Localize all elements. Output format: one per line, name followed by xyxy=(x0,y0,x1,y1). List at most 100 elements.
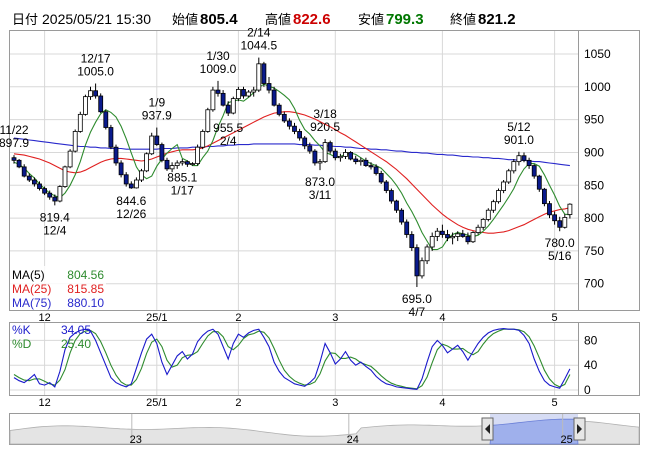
candle-body-up xyxy=(455,233,461,237)
d-legend-value: 25.40 xyxy=(61,337,91,351)
candle-body-up xyxy=(485,209,491,220)
candle-body-down xyxy=(445,234,450,239)
candle-body-up xyxy=(83,96,88,115)
x-tick-label: 4 xyxy=(439,312,445,324)
candle-body-down xyxy=(42,188,47,194)
stoch-tick-label: 40 xyxy=(584,358,598,372)
candle xyxy=(480,218,486,230)
ma75-legend-label: MA(75) xyxy=(12,296,51,310)
candle-body-down xyxy=(368,165,374,168)
right-arrow-icon xyxy=(577,424,582,434)
candle xyxy=(113,144,119,166)
candle xyxy=(399,208,405,225)
candle xyxy=(414,244,420,288)
candle-body-down xyxy=(37,183,42,189)
candle-body-down xyxy=(220,92,226,106)
date-label: 日付 xyxy=(12,12,38,27)
candle-body-down xyxy=(26,175,32,181)
annotation-line: 12/17 xyxy=(81,52,111,66)
candle-body-down xyxy=(276,104,282,115)
annotation-line: 695.0 xyxy=(402,292,432,306)
candle-body-up xyxy=(567,203,573,215)
annotation-line: 885.1 xyxy=(167,171,197,185)
x-tick-label: 3 xyxy=(332,397,338,409)
navigator-right-handle[interactable] xyxy=(573,417,586,441)
candle xyxy=(404,219,410,238)
price-x-axis: 12 25/1 2 3 4 5 xyxy=(38,312,557,324)
range-navigator[interactable]: 23 24 25 xyxy=(9,414,640,446)
candle xyxy=(98,93,104,114)
candle-body-down xyxy=(531,165,537,177)
candle-body-up xyxy=(358,159,364,163)
candle xyxy=(516,151,522,166)
candle xyxy=(475,224,481,235)
annotation-line: 1/9 xyxy=(148,96,165,110)
candlesticks xyxy=(11,57,573,288)
candle-body-down xyxy=(225,104,231,114)
candle xyxy=(312,149,318,166)
candle xyxy=(567,203,573,219)
candle xyxy=(139,168,144,182)
candle-body-down xyxy=(32,179,37,185)
candle xyxy=(470,231,476,244)
candle xyxy=(62,165,68,188)
navigator-left-handle[interactable] xyxy=(481,417,494,441)
candle xyxy=(205,107,211,133)
candle xyxy=(32,177,37,187)
close-value: 821.2 xyxy=(478,11,516,28)
candle xyxy=(552,211,557,225)
candle xyxy=(26,173,32,182)
candle xyxy=(128,181,134,189)
candle xyxy=(424,244,430,265)
price-annotation: 780.05/16 xyxy=(545,236,575,263)
candle-body-up xyxy=(72,131,78,152)
open-label: 始値 xyxy=(172,12,198,27)
candle-body-down xyxy=(526,159,532,166)
candle-body-up xyxy=(434,230,440,237)
candle xyxy=(164,157,170,171)
candle xyxy=(348,151,354,161)
candle xyxy=(383,180,389,194)
candle xyxy=(118,160,124,178)
candle xyxy=(317,159,323,171)
candle-body-down xyxy=(409,234,415,249)
annotation-line: 2/14 xyxy=(247,26,271,40)
stoch_d-line xyxy=(13,328,571,390)
candle-body-down xyxy=(118,162,124,176)
candle-body-up xyxy=(57,186,63,202)
candle-body-up xyxy=(419,260,425,277)
ma5-legend-label: MA(5) xyxy=(12,268,45,282)
candle xyxy=(445,229,450,242)
candle xyxy=(169,162,175,173)
candle-body-down xyxy=(123,174,129,185)
candle-body-up xyxy=(205,109,211,132)
candle xyxy=(388,188,394,204)
candle-body-up xyxy=(470,232,476,243)
candle xyxy=(281,111,287,123)
candle xyxy=(144,152,150,173)
candle xyxy=(373,164,379,176)
candle-body-up xyxy=(251,89,257,93)
price-tick-label: 950 xyxy=(584,113,604,127)
header-datetime: 2025/05/21 15:30 xyxy=(42,11,151,27)
candle-body-up xyxy=(200,131,206,148)
candle-body-up xyxy=(511,161,517,172)
price-annotation: 695.04/7 xyxy=(402,292,432,319)
annotation-line: 1009.0 xyxy=(200,62,237,76)
x-tick-label: 25/1 xyxy=(146,397,167,409)
candle-body-up xyxy=(490,201,496,211)
candle xyxy=(220,90,226,107)
stochastic-lines xyxy=(13,328,571,390)
candle-body-down xyxy=(103,111,109,128)
candle xyxy=(542,187,547,207)
ma25-legend-value: 815.85 xyxy=(67,282,104,296)
candle xyxy=(256,57,262,93)
stoch-tick-label: 80 xyxy=(584,333,598,347)
candle-body-down xyxy=(332,150,338,159)
candle-body-up xyxy=(179,161,185,164)
candle xyxy=(174,160,180,169)
candle-body-up xyxy=(506,170,512,183)
x-tick-label: 4 xyxy=(439,397,445,409)
